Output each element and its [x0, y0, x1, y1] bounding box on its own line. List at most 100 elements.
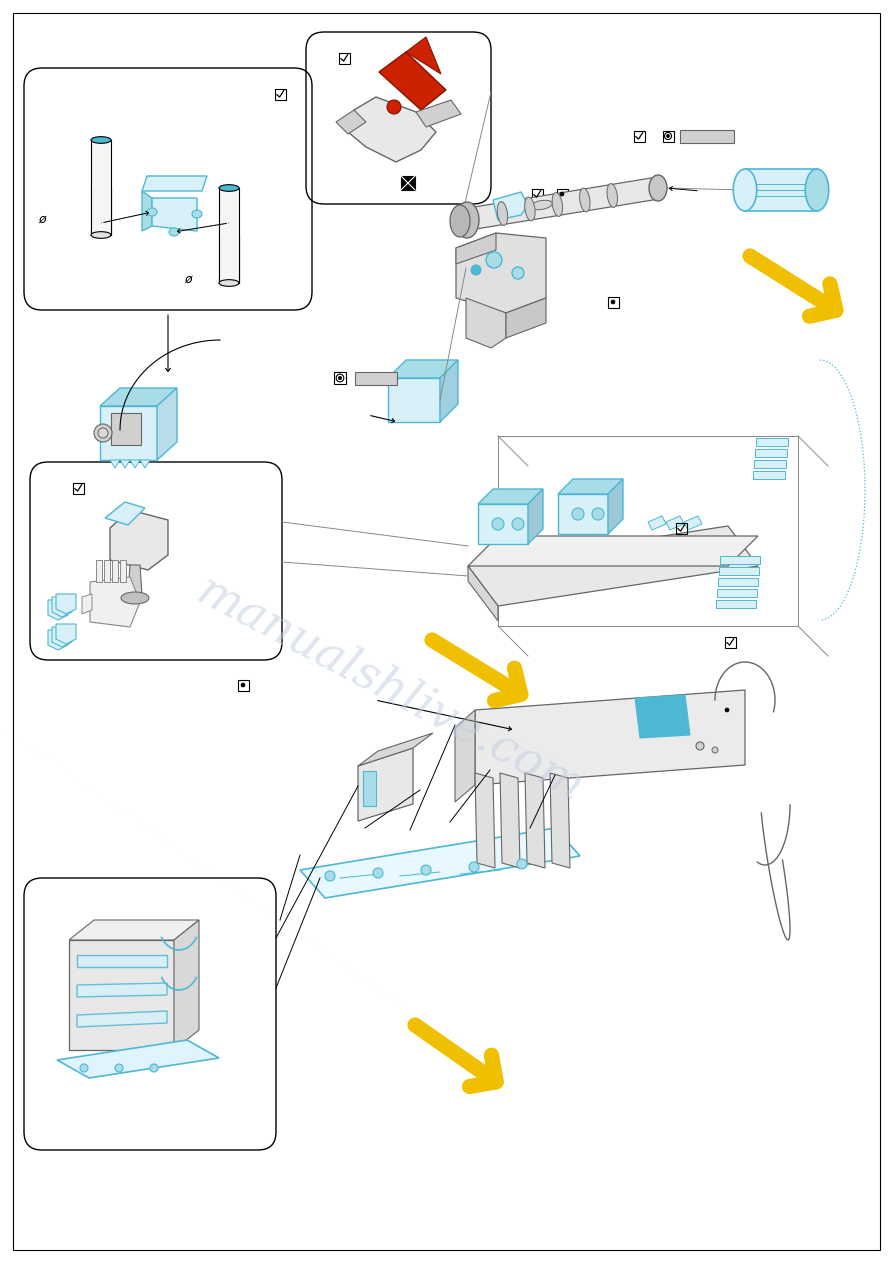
- Polygon shape: [336, 110, 366, 134]
- Polygon shape: [478, 504, 528, 544]
- Ellipse shape: [91, 136, 111, 143]
- Polygon shape: [388, 378, 440, 422]
- Polygon shape: [493, 192, 528, 220]
- Bar: [274, 88, 286, 100]
- Ellipse shape: [733, 169, 756, 211]
- Polygon shape: [475, 773, 495, 868]
- Polygon shape: [363, 770, 376, 806]
- Polygon shape: [120, 560, 126, 582]
- Polygon shape: [130, 460, 140, 469]
- Polygon shape: [756, 438, 788, 446]
- Text: ø: ø: [38, 213, 46, 226]
- Polygon shape: [473, 177, 660, 229]
- Ellipse shape: [91, 231, 111, 239]
- Circle shape: [725, 709, 729, 712]
- Polygon shape: [506, 298, 546, 338]
- Polygon shape: [52, 597, 72, 618]
- Polygon shape: [152, 198, 197, 231]
- Bar: [722, 705, 732, 716]
- Ellipse shape: [525, 197, 535, 221]
- Polygon shape: [379, 52, 446, 110]
- Polygon shape: [300, 829, 580, 898]
- Bar: [338, 53, 349, 63]
- Circle shape: [421, 865, 431, 875]
- Bar: [355, 373, 397, 385]
- Polygon shape: [440, 360, 458, 422]
- Polygon shape: [716, 600, 756, 608]
- Polygon shape: [478, 489, 543, 504]
- Bar: [680, 130, 734, 143]
- Polygon shape: [100, 405, 157, 460]
- Polygon shape: [110, 460, 120, 469]
- Polygon shape: [112, 560, 118, 582]
- Polygon shape: [157, 388, 177, 460]
- Polygon shape: [558, 479, 623, 494]
- Circle shape: [325, 871, 335, 882]
- Ellipse shape: [121, 592, 149, 604]
- Ellipse shape: [805, 169, 829, 211]
- Polygon shape: [635, 695, 690, 738]
- Polygon shape: [475, 690, 745, 786]
- Circle shape: [338, 376, 342, 380]
- Polygon shape: [388, 360, 458, 378]
- Circle shape: [512, 518, 524, 530]
- Polygon shape: [525, 773, 545, 868]
- Polygon shape: [416, 100, 461, 128]
- Polygon shape: [720, 556, 760, 565]
- Polygon shape: [456, 232, 496, 264]
- Ellipse shape: [455, 202, 479, 237]
- Circle shape: [241, 683, 245, 687]
- Circle shape: [387, 100, 401, 114]
- Circle shape: [572, 508, 584, 520]
- Circle shape: [469, 863, 479, 871]
- Polygon shape: [755, 450, 787, 457]
- Circle shape: [115, 1063, 123, 1072]
- Polygon shape: [120, 460, 130, 469]
- Circle shape: [80, 1063, 88, 1072]
- Polygon shape: [550, 773, 570, 868]
- Polygon shape: [719, 567, 759, 575]
- Polygon shape: [77, 983, 167, 997]
- Polygon shape: [48, 600, 68, 620]
- Bar: [238, 679, 248, 691]
- Bar: [724, 637, 736, 648]
- Ellipse shape: [192, 210, 202, 218]
- Ellipse shape: [219, 184, 239, 191]
- Circle shape: [373, 868, 383, 878]
- Circle shape: [592, 508, 604, 520]
- Polygon shape: [468, 536, 758, 566]
- Circle shape: [94, 424, 112, 442]
- Polygon shape: [69, 940, 174, 1050]
- Text: ø: ø: [184, 273, 192, 285]
- Bar: [219, 188, 239, 283]
- Polygon shape: [754, 460, 786, 469]
- Bar: [663, 130, 673, 141]
- Polygon shape: [219, 235, 239, 283]
- Polygon shape: [718, 578, 758, 586]
- Polygon shape: [77, 955, 167, 967]
- Polygon shape: [648, 517, 666, 530]
- Polygon shape: [558, 494, 608, 534]
- Polygon shape: [110, 510, 168, 570]
- Polygon shape: [468, 525, 758, 606]
- Ellipse shape: [497, 202, 508, 225]
- Polygon shape: [128, 565, 142, 595]
- Polygon shape: [466, 298, 506, 349]
- Polygon shape: [717, 589, 757, 597]
- Ellipse shape: [147, 208, 157, 216]
- Ellipse shape: [450, 205, 470, 237]
- Bar: [675, 523, 687, 533]
- Polygon shape: [753, 471, 785, 479]
- Polygon shape: [57, 1039, 219, 1079]
- Bar: [401, 176, 415, 189]
- Polygon shape: [174, 919, 199, 1050]
- Circle shape: [611, 301, 615, 304]
- Circle shape: [666, 134, 670, 138]
- Polygon shape: [358, 733, 433, 765]
- Polygon shape: [82, 594, 92, 614]
- Polygon shape: [105, 501, 145, 525]
- Bar: [633, 130, 645, 141]
- Circle shape: [560, 192, 564, 196]
- Polygon shape: [56, 594, 76, 614]
- Circle shape: [712, 746, 718, 753]
